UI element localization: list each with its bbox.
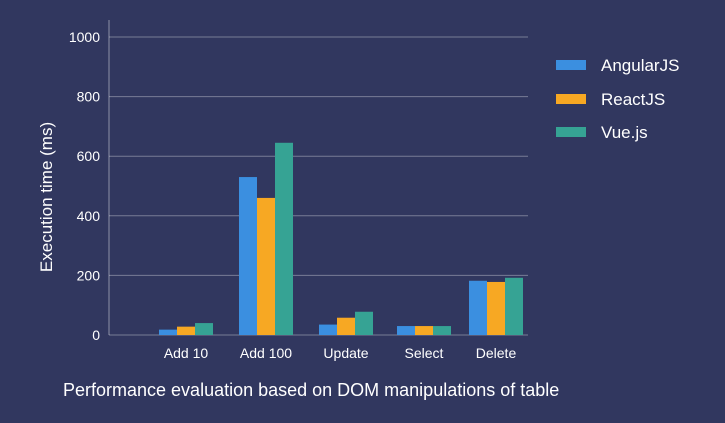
x-tick-label: Delete: [476, 345, 517, 361]
legend-label: Vue.js: [601, 123, 648, 142]
chart-caption: Performance evaluation based on DOM mani…: [63, 380, 559, 400]
bar-angularjs-select: [397, 326, 415, 335]
legend: AngularJS ReactJS Vue.js: [556, 56, 679, 142]
legend-label: AngularJS: [601, 56, 679, 75]
x-tick-label: Update: [323, 345, 368, 361]
y-tick-label: 1000: [69, 29, 100, 45]
gridlines: [109, 36, 528, 336]
bar-reactjs-update: [337, 317, 355, 335]
bar-vue-js-add-100: [275, 142, 293, 335]
bar-vue-js-select: [433, 326, 451, 335]
bar-angularjs-delete: [469, 280, 487, 335]
bar-angularjs-update: [319, 324, 337, 335]
y-tick-label: 200: [77, 267, 101, 283]
bar-vue-js-add-10: [195, 323, 213, 335]
y-tick-label: 800: [77, 89, 101, 105]
legend-swatch: [556, 127, 586, 137]
legend-swatch: [556, 60, 586, 70]
y-axis-title: Execution time (ms): [37, 122, 56, 272]
bar-angularjs-add-100: [239, 177, 257, 335]
bar-reactjs-select: [415, 326, 433, 335]
bar-reactjs-delete: [487, 281, 505, 335]
legend-swatch: [556, 94, 586, 104]
bar-vue-js-delete: [505, 277, 523, 335]
x-tick-label: Select: [405, 345, 444, 361]
bar-reactjs-add-100: [257, 197, 275, 335]
bar-vue-js-update: [355, 311, 373, 335]
x-tick-label: Add 100: [240, 345, 292, 361]
bar-angularjs-add-10: [159, 329, 177, 335]
y-tick-label: 400: [77, 208, 101, 224]
x-axis-ticks: Add 10 Add 100 Update Select Delete: [164, 345, 517, 361]
x-tick-label: Add 10: [164, 345, 209, 361]
bars: [159, 142, 523, 335]
legend-label: ReactJS: [601, 90, 665, 109]
bar-reactjs-add-10: [177, 326, 195, 335]
y-tick-label: 600: [77, 148, 101, 164]
y-axis-ticks: 0 200 400 600 800 1000: [69, 29, 100, 343]
y-tick-label: 0: [92, 327, 100, 343]
